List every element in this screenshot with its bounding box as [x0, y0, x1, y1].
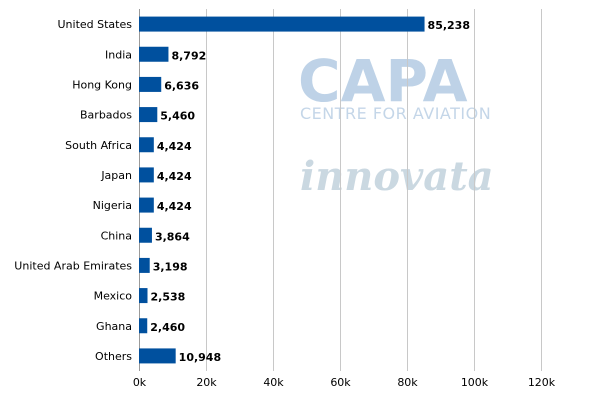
value-label: 3,198 — [153, 260, 188, 273]
category-label: Hong Kong — [72, 78, 132, 91]
category-label: Barbados — [80, 109, 132, 122]
category-label: Nigeria — [93, 199, 132, 212]
x-tick-label: 120k — [528, 376, 556, 389]
labels: 0k 20k 40k 60k 80k 100k 120k United States 85,23… — [14, 18, 556, 389]
value-label: 3,864 — [155, 230, 190, 243]
value-label: 2,460 — [150, 321, 185, 334]
x-tick-label: 60k — [330, 376, 351, 389]
bar — [139, 107, 158, 123]
category-label: Others — [95, 350, 132, 363]
centre-for-aviation-watermark: CENTRE FOR AVIATION — [300, 104, 491, 123]
x-tick-label: 80k — [397, 376, 418, 389]
value-label: 5,460 — [160, 110, 195, 123]
capa-logo-watermark: CAPA — [298, 47, 468, 115]
x-tick-label: 20k — [196, 376, 217, 389]
watermark-layer: CAPA CENTRE FOR AVIATION innovata — [298, 47, 494, 200]
bar — [139, 16, 425, 32]
category-label: United States — [58, 18, 133, 31]
bar — [139, 348, 176, 364]
value-label: 4,424 — [157, 140, 192, 153]
x-tick-label: 0k — [133, 376, 147, 389]
bar — [139, 137, 154, 153]
value-label: 8,792 — [171, 49, 206, 62]
bar — [139, 76, 162, 92]
category-label: Ghana — [96, 320, 132, 333]
bars — [139, 16, 425, 364]
value-label: 4,424 — [157, 200, 192, 213]
category-label: Mexico — [94, 290, 133, 303]
value-label: 85,238 — [428, 19, 470, 32]
value-label: 6,636 — [164, 79, 199, 92]
bar — [139, 288, 148, 304]
category-label: South Africa — [65, 139, 132, 152]
category-label: China — [101, 229, 132, 242]
category-label: Japan — [100, 169, 132, 182]
bar — [139, 257, 150, 273]
x-tick-label: 100k — [461, 376, 489, 389]
value-label: 4,424 — [157, 170, 192, 183]
bar — [139, 227, 152, 243]
gridlines — [139, 9, 542, 371]
bar — [139, 197, 154, 213]
value-label: 2,538 — [151, 291, 186, 304]
value-label: 10,948 — [179, 351, 221, 364]
bar — [139, 167, 154, 183]
category-label: United Arab Emirates — [14, 259, 132, 272]
bar — [139, 46, 169, 62]
category-label: India — [105, 48, 132, 61]
bar — [139, 318, 148, 334]
innovata-logo-watermark: innovata — [300, 153, 494, 200]
x-tick-label: 40k — [263, 376, 284, 389]
